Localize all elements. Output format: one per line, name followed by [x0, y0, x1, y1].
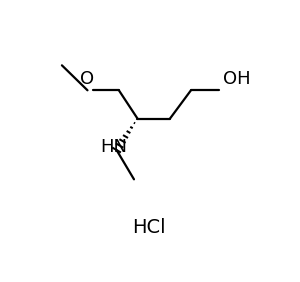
Text: HCl: HCl	[132, 218, 166, 237]
Text: OH: OH	[224, 70, 251, 88]
Text: HN: HN	[100, 138, 127, 156]
Text: O: O	[80, 70, 94, 88]
